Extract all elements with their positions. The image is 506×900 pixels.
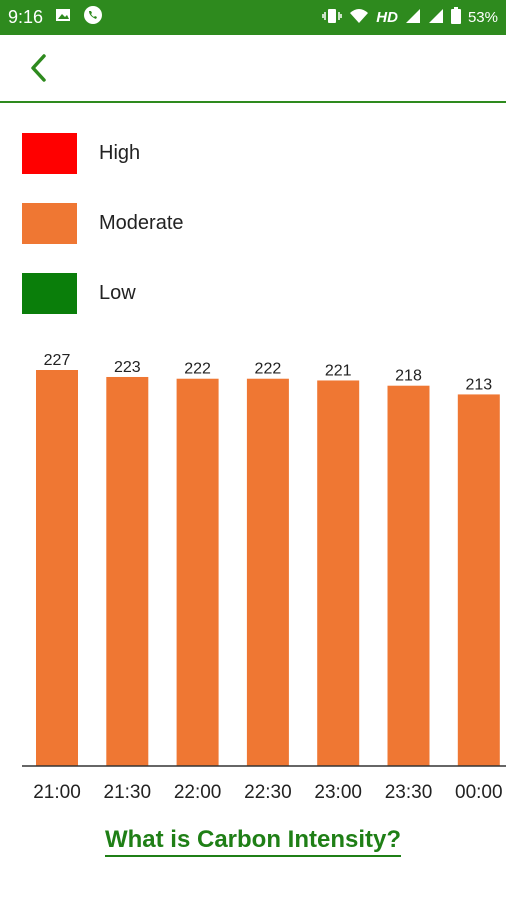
data-label-23:30: 218 [395,368,422,385]
network-type: HD [376,9,398,26]
tick-label-22:30: 22:30 [244,782,292,803]
legend-item-moderate: Moderate [22,203,184,244]
data-label-22:30: 222 [255,361,282,378]
battery-percent: 53% [467,9,498,26]
bar-22:00 [176,378,219,766]
legend-label-low: Low [99,282,136,304]
image-icon [55,7,71,28]
bar-21:30 [106,376,149,766]
status-bar: 9:16 HD 53% [0,0,506,35]
status-time: 9:16 [8,7,44,27]
tick-label-00:00: 00:00 [455,782,503,803]
signal-icon [405,8,421,28]
legend-label-high: High [99,142,141,164]
legend-swatch-moderate [22,203,77,244]
legend-item-low: Low [22,273,136,314]
what-is-carbon-intensity-link[interactable]: What is Carbon Intensity? [104,826,401,857]
bar-21:00 [36,370,78,766]
chevron-left-icon [31,54,46,82]
back-button[interactable] [22,50,58,86]
data-label-21:30: 223 [114,359,141,376]
tick-label-22:00: 22:00 [174,782,222,803]
signal-icon-2 [428,8,444,28]
vibrate-icon [322,8,343,28]
battery-icon [450,7,461,28]
info-link-container: What is Carbon Intensity? [0,826,506,857]
legend-swatch-high [22,133,77,174]
tick-label-21:30: 21:30 [104,782,152,803]
legend-label-moderate: Moderate [99,212,184,234]
data-label-00:00: 213 [465,376,492,393]
whatsapp-icon [83,5,103,30]
bar-00:00 [457,394,500,766]
app-bar [0,35,506,103]
bar-22:30 [246,378,289,766]
tick-label-21:00: 21:00 [33,782,81,803]
tick-label-23:00: 23:00 [314,782,362,803]
data-label-23:00: 221 [325,362,352,379]
bar-23:00 [317,380,360,766]
carbon-intensity-chart: 227 21:00 223 21:30 222 22:00 222 22:30 221 23:00… [0,340,506,810]
legend-item-high: High [22,133,140,174]
data-label-22:00: 222 [184,361,211,378]
chart-svg: 227 21:00 223 21:30 222 22:00 222 22:30 221 23:00… [22,352,506,803]
bar-23:30 [387,385,430,766]
wifi-icon [349,8,369,28]
tick-label-23:30: 23:30 [385,782,433,803]
data-label-21:00: 227 [44,352,71,369]
legend-swatch-low [22,273,77,314]
